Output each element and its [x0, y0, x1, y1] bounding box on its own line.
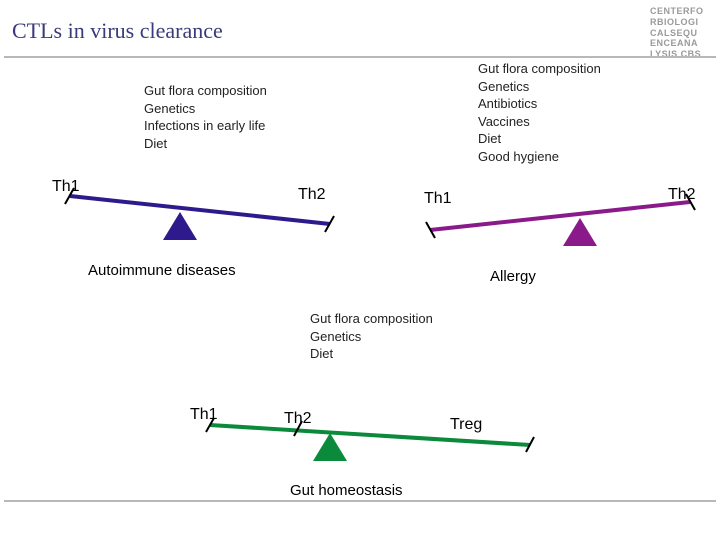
outcome-label: Allergy [490, 268, 536, 285]
factor-item: Vaccines [478, 113, 601, 131]
seesaw-graphic [190, 388, 550, 478]
outcome-label: Gut homeostasis [290, 482, 403, 499]
logo-block: CENTERFO RBIOLOGI CALSEQU ENCEANA LYSIS … [650, 6, 720, 60]
seesaw-graphic [60, 170, 360, 260]
axis-label-right: Treg [450, 416, 482, 434]
axis-label-right: Th2 [668, 186, 696, 204]
factor-item: Gut flora composition [144, 82, 267, 100]
factor-item: Diet [478, 130, 601, 148]
factor-item: Diet [310, 345, 433, 363]
logo-line: CENTERFO [650, 6, 720, 17]
factor-item: Gut flora composition [478, 60, 601, 78]
factor-item: Genetics [310, 328, 433, 346]
divider-top [4, 56, 716, 58]
axis-label-left: Th1 [52, 178, 80, 196]
seesaw-allergy: Gut flora composition Genetics Antibioti… [400, 60, 700, 280]
seesaw-bar [430, 202, 690, 230]
logo-line: CALSEQU [650, 28, 720, 39]
factor-item: Antibiotics [478, 95, 601, 113]
divider-bottom [4, 500, 716, 502]
axis-label-left: Th1 [190, 406, 218, 424]
factor-item: Diet [144, 135, 267, 153]
axis-label-right: Th2 [298, 186, 326, 204]
seesaw-bar [70, 196, 330, 224]
factor-list: Gut flora composition Genetics Antibioti… [478, 60, 601, 165]
logo-line: ENCEANA [650, 38, 720, 49]
logo-line: LYSIS CBS [650, 49, 720, 60]
factor-item: Genetics [144, 100, 267, 118]
page-title: CTLs in virus clearance [12, 18, 223, 44]
factor-item: Gut flora composition [310, 310, 433, 328]
logo-line: RBIOLOGI [650, 17, 720, 28]
factor-item: Good hygiene [478, 148, 601, 166]
seesaw-homeostasis: Gut flora composition Genetics Diet Th1 … [190, 310, 550, 510]
fulcrum-icon [163, 212, 197, 240]
factor-item: Infections in early life [144, 117, 267, 135]
seesaw-autoimmune: Gut flora composition Genetics Infection… [60, 82, 360, 282]
factor-item: Genetics [478, 78, 601, 96]
fulcrum-icon [313, 433, 347, 461]
axis-label-left: Th1 [424, 190, 452, 208]
outcome-label: Autoimmune diseases [88, 262, 236, 279]
factor-list: Gut flora composition Genetics Diet [310, 310, 433, 363]
fulcrum-icon [563, 218, 597, 246]
factor-list: Gut flora composition Genetics Infection… [144, 82, 267, 152]
axis-label-mid: Th2 [284, 410, 312, 428]
